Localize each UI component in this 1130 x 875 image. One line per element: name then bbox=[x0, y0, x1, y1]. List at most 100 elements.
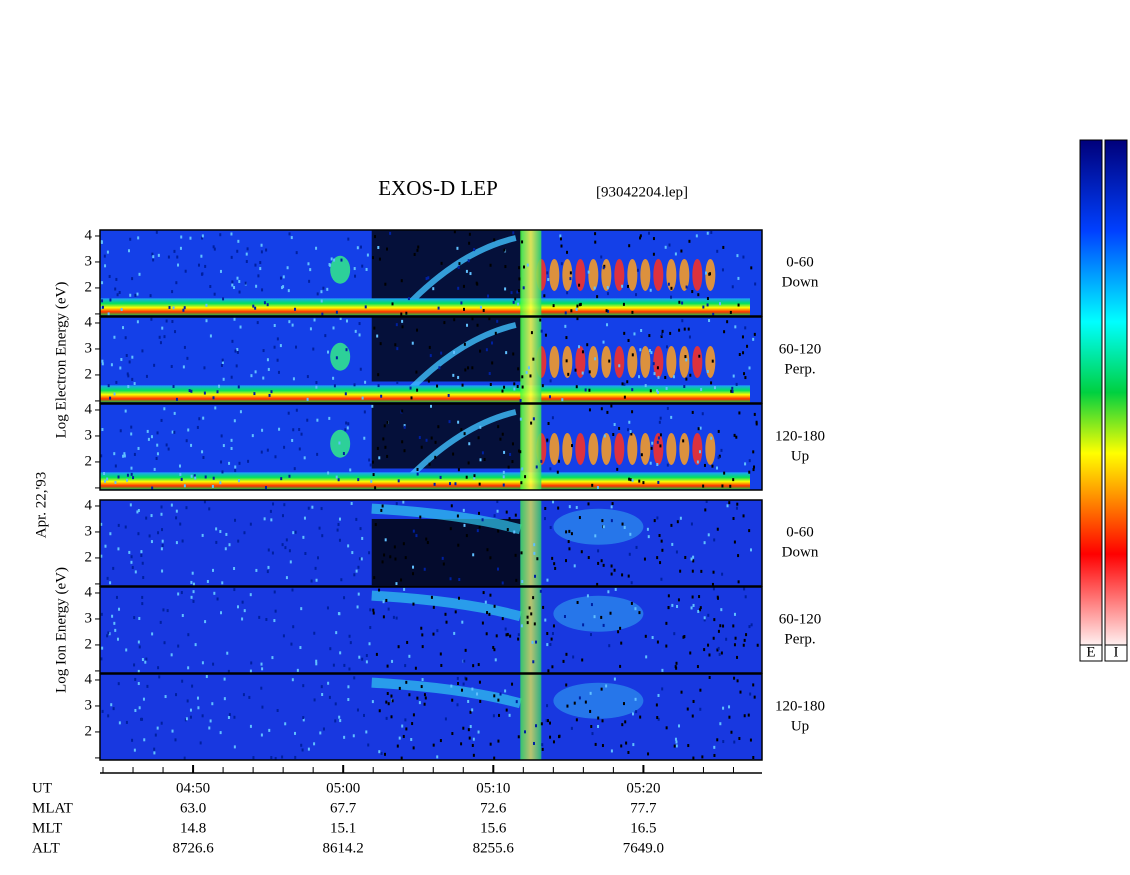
noise bbox=[157, 666, 160, 670]
noise bbox=[272, 502, 275, 506]
noise bbox=[152, 258, 155, 262]
noise bbox=[192, 599, 195, 603]
noise bbox=[626, 380, 629, 384]
date-label: Apr. 22,'93 bbox=[33, 472, 49, 538]
noise bbox=[412, 746, 415, 750]
noise bbox=[288, 549, 291, 553]
noise bbox=[100, 612, 103, 616]
noise bbox=[593, 615, 596, 619]
noise bbox=[640, 328, 643, 332]
noise bbox=[539, 318, 542, 322]
noise bbox=[731, 386, 734, 390]
noise bbox=[753, 332, 756, 336]
noise bbox=[163, 407, 166, 411]
noise bbox=[639, 348, 642, 352]
noise bbox=[589, 633, 592, 637]
noise bbox=[653, 372, 656, 376]
noise bbox=[219, 269, 222, 273]
noise bbox=[477, 730, 480, 734]
noise bbox=[569, 277, 572, 281]
noise bbox=[481, 451, 484, 455]
noise bbox=[489, 263, 492, 267]
noise bbox=[260, 686, 263, 690]
noise bbox=[266, 358, 269, 362]
noise bbox=[378, 709, 381, 713]
noise bbox=[356, 246, 359, 250]
noise bbox=[310, 579, 313, 583]
noise bbox=[468, 736, 471, 740]
noise bbox=[548, 721, 551, 725]
noise bbox=[286, 266, 289, 270]
noise bbox=[160, 721, 163, 725]
noise bbox=[100, 454, 103, 458]
noise bbox=[472, 553, 475, 557]
noise bbox=[552, 500, 555, 504]
noise bbox=[600, 255, 603, 259]
noise bbox=[702, 305, 705, 309]
noise bbox=[659, 444, 662, 448]
noise bbox=[524, 475, 527, 479]
noise bbox=[736, 679, 739, 683]
noise bbox=[493, 514, 496, 518]
noise bbox=[673, 632, 676, 636]
ion-cloud bbox=[553, 508, 644, 545]
noise bbox=[136, 292, 139, 296]
noise bbox=[544, 506, 547, 510]
noise bbox=[368, 551, 371, 555]
colorbar bbox=[1104, 139, 1128, 646]
noise bbox=[391, 699, 394, 703]
noise bbox=[155, 456, 158, 460]
noise bbox=[698, 608, 701, 612]
noise bbox=[576, 600, 579, 604]
noise bbox=[298, 427, 301, 431]
noise bbox=[660, 577, 663, 581]
noise bbox=[636, 268, 639, 272]
noise bbox=[630, 581, 633, 585]
orbit-row-label: MLAT bbox=[32, 800, 73, 816]
noise bbox=[656, 463, 659, 467]
noise bbox=[141, 717, 144, 721]
noise bbox=[476, 529, 479, 533]
noise bbox=[180, 591, 183, 595]
noise bbox=[440, 351, 443, 355]
noise bbox=[588, 388, 591, 392]
noise bbox=[386, 692, 389, 696]
blob bbox=[679, 345, 690, 378]
noise bbox=[594, 240, 597, 244]
noise bbox=[732, 374, 735, 378]
noise bbox=[621, 522, 624, 526]
noise bbox=[675, 666, 678, 670]
noise bbox=[266, 448, 269, 452]
blob bbox=[575, 258, 586, 291]
noise bbox=[208, 507, 211, 511]
noise bbox=[177, 592, 180, 596]
noise bbox=[613, 568, 616, 572]
noise bbox=[717, 456, 720, 460]
noise bbox=[159, 341, 162, 345]
stripe bbox=[520, 317, 542, 403]
noise bbox=[473, 474, 476, 478]
noise bbox=[209, 284, 212, 288]
noise bbox=[745, 633, 748, 637]
panel-frame bbox=[99, 316, 763, 404]
noise bbox=[469, 710, 472, 714]
noise bbox=[628, 420, 631, 424]
noise bbox=[186, 699, 189, 703]
noise bbox=[372, 608, 375, 612]
noise bbox=[145, 516, 148, 520]
noise bbox=[549, 525, 552, 529]
noise bbox=[712, 312, 715, 316]
noise bbox=[172, 384, 175, 388]
blob bbox=[692, 345, 703, 378]
noise bbox=[106, 576, 109, 580]
noise bbox=[462, 284, 465, 288]
noise bbox=[568, 505, 571, 509]
noise bbox=[552, 304, 555, 308]
noise bbox=[158, 335, 161, 339]
noise bbox=[283, 445, 286, 449]
noise bbox=[117, 547, 120, 551]
noise bbox=[510, 291, 513, 295]
noise bbox=[575, 718, 578, 722]
noise bbox=[621, 723, 624, 727]
noise bbox=[710, 230, 713, 234]
